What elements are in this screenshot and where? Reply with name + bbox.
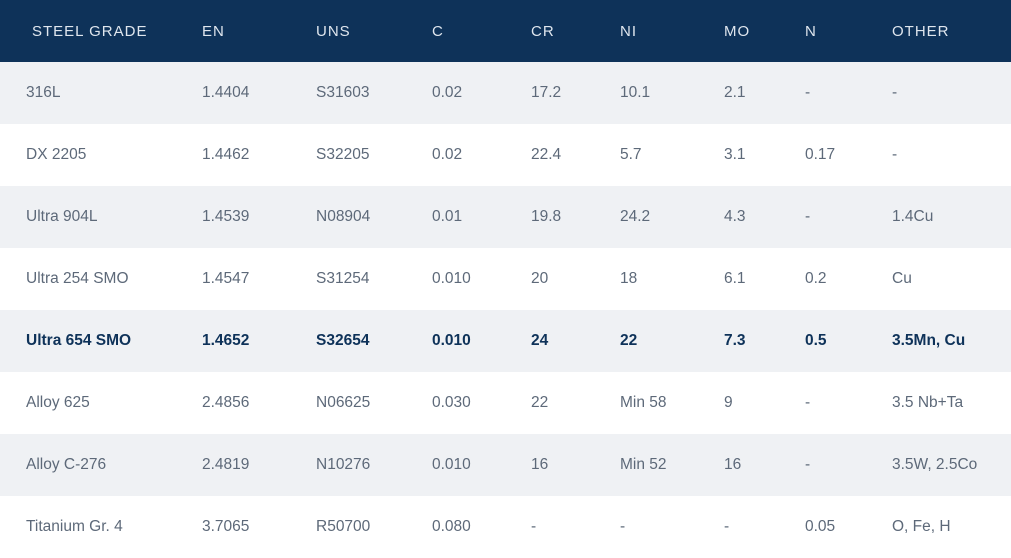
cell-en: 1.4404 bbox=[202, 84, 250, 101]
cell-ni: Min 58 bbox=[620, 394, 667, 411]
cell-ni: 18 bbox=[620, 270, 638, 287]
cell-en: 1.4652 bbox=[202, 332, 250, 349]
column-header-c: C bbox=[432, 22, 444, 40]
cell-n: 0.5 bbox=[805, 332, 827, 349]
cell-c: 0.010 bbox=[432, 270, 471, 287]
cell-uns: S31603 bbox=[316, 84, 370, 101]
cell-n: - bbox=[805, 456, 811, 473]
cell-c: 0.030 bbox=[432, 394, 471, 411]
cell-c: 0.02 bbox=[432, 84, 463, 101]
table-row: Titanium Gr. 4 3.7065 R50700 0.080 - - - 0.05 O,… bbox=[0, 496, 1011, 558]
cell-n: - bbox=[805, 84, 811, 101]
table-row: DX 2205 1.4462 S32205 0.02 22.4 5.7 3.1 0.17 - bbox=[0, 124, 1011, 186]
table-row: Alloy C-276 2.4819 N10276 0.010 16 Min 52 16 - 3… bbox=[0, 434, 1011, 496]
cell-mo: 3.1 bbox=[724, 146, 746, 163]
cell-en: 1.4547 bbox=[202, 270, 250, 287]
cell-steel-grade: Alloy 625 bbox=[26, 394, 90, 411]
cell-cr: 20 bbox=[531, 270, 549, 287]
cell-c: 0.02 bbox=[432, 146, 463, 163]
cell-n: 0.17 bbox=[805, 146, 836, 163]
cell-n: 0.2 bbox=[805, 270, 827, 287]
cell-cr: - bbox=[531, 518, 537, 535]
cell-mo: 6.1 bbox=[724, 270, 746, 287]
cell-mo: - bbox=[724, 518, 730, 535]
column-header-other: OTHER bbox=[892, 22, 950, 40]
table-header-row: STEEL GRADE EN UNS C CR NI MO N OTHER bbox=[0, 0, 1011, 62]
table-row: 316L 1.4404 S31603 0.02 17.2 10.1 2.1 - - bbox=[0, 62, 1011, 124]
cell-c: 0.010 bbox=[432, 332, 471, 349]
column-header-mo: MO bbox=[724, 22, 751, 40]
cell-en: 1.4462 bbox=[202, 146, 250, 163]
cell-cr: 17.2 bbox=[531, 84, 562, 101]
column-header-en: EN bbox=[202, 22, 225, 40]
cell-other: - bbox=[892, 84, 898, 101]
table-row: Ultra 254 SMO 1.4547 S31254 0.010 20 18 6.1 0.2… bbox=[0, 248, 1011, 310]
cell-mo: 2.1 bbox=[724, 84, 746, 101]
cell-c: 0.010 bbox=[432, 456, 471, 473]
cell-cr: 22.4 bbox=[531, 146, 562, 163]
cell-mo: 9 bbox=[724, 394, 733, 411]
cell-cr: 16 bbox=[531, 456, 549, 473]
cell-uns: S32654 bbox=[316, 332, 370, 349]
cell-steel-grade: Titanium Gr. 4 bbox=[26, 518, 123, 535]
cell-other: 3.5 Nb+Ta bbox=[892, 394, 964, 411]
cell-other: - bbox=[892, 146, 898, 163]
cell-ni: Min 52 bbox=[620, 456, 667, 473]
cell-n: - bbox=[805, 208, 811, 225]
table-row: Alloy 625 2.4856 N06625 0.030 22 Min 58 9 - 3.5 … bbox=[0, 372, 1011, 434]
cell-en: 1.4539 bbox=[202, 208, 250, 225]
cell-uns: N06625 bbox=[316, 394, 371, 411]
cell-en: 2.4819 bbox=[202, 456, 250, 473]
cell-c: 0.080 bbox=[432, 518, 471, 535]
cell-ni: 22 bbox=[620, 332, 638, 349]
cell-cr: 19.8 bbox=[531, 208, 562, 225]
cell-other: 3.5Mn, Cu bbox=[892, 332, 966, 349]
cell-steel-grade: Ultra 904L bbox=[26, 208, 98, 225]
cell-steel-grade: Ultra 654 SMO bbox=[26, 332, 132, 349]
cell-ni: - bbox=[620, 518, 626, 535]
column-header-n: N bbox=[805, 22, 817, 40]
cell-en: 2.4856 bbox=[202, 394, 250, 411]
table-row: Ultra 904L 1.4539 N08904 0.01 19.8 24.2 4.3 - 1.… bbox=[0, 186, 1011, 248]
cell-ni: 24.2 bbox=[620, 208, 651, 225]
cell-steel-grade: DX 2205 bbox=[26, 146, 87, 163]
column-header-ni: NI bbox=[620, 22, 637, 40]
cell-n: - bbox=[805, 394, 811, 411]
cell-ni: 5.7 bbox=[620, 146, 642, 163]
cell-other: 1.4Cu bbox=[892, 208, 934, 225]
cell-ni: 10.1 bbox=[620, 84, 651, 101]
cell-uns: N10276 bbox=[316, 456, 371, 473]
cell-steel-grade: Ultra 254 SMO bbox=[26, 270, 129, 287]
cell-c: 0.01 bbox=[432, 208, 463, 225]
cell-mo: 4.3 bbox=[724, 208, 746, 225]
cell-uns: R50700 bbox=[316, 518, 371, 535]
cell-uns: S32205 bbox=[316, 146, 370, 163]
cell-steel-grade: Alloy C-276 bbox=[26, 456, 107, 473]
cell-other: 3.5W, 2.5Co bbox=[892, 456, 978, 473]
cell-cr: 22 bbox=[531, 394, 549, 411]
column-header-uns: UNS bbox=[316, 22, 351, 40]
column-header-steel-grade: STEEL GRADE bbox=[32, 22, 148, 40]
cell-uns: N08904 bbox=[316, 208, 371, 225]
column-header-cr: CR bbox=[531, 22, 555, 40]
cell-uns: S31254 bbox=[316, 270, 370, 287]
cell-other: Cu bbox=[892, 270, 912, 287]
cell-steel-grade: 316L bbox=[26, 84, 61, 101]
cell-mo: 16 bbox=[724, 456, 742, 473]
table-row: Ultra 654 SMO 1.4652 S32654 0.010 24 22 7.3 0.5… bbox=[0, 310, 1011, 372]
cell-cr: 24 bbox=[531, 332, 549, 349]
cell-en: 3.7065 bbox=[202, 518, 250, 535]
cell-n: 0.05 bbox=[805, 518, 836, 535]
cell-mo: 7.3 bbox=[724, 332, 746, 349]
cell-other: O, Fe, H bbox=[892, 518, 951, 535]
